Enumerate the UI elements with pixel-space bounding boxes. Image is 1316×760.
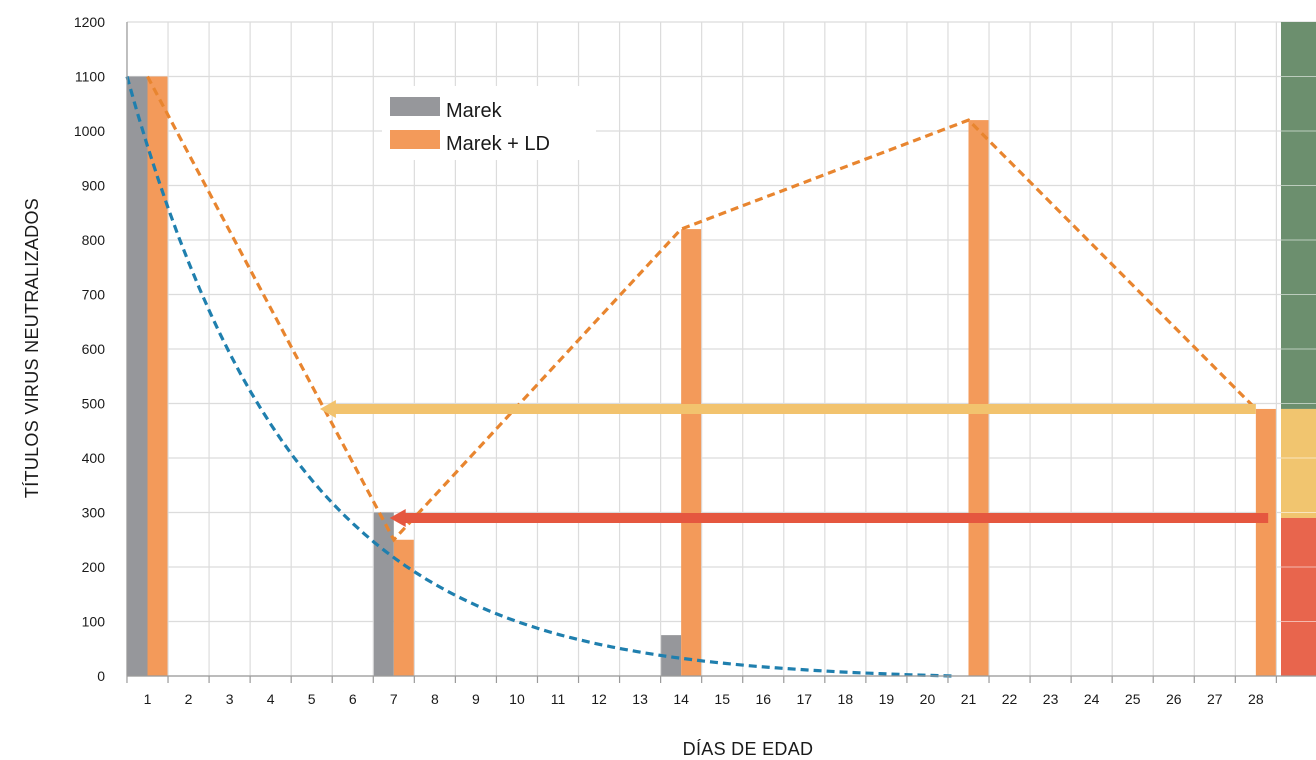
y-tick-label-600: 600 — [82, 341, 106, 357]
y-tick-label-300: 300 — [82, 505, 106, 521]
grid — [126, 21, 1316, 677]
y-tick-label-500: 500 — [82, 396, 106, 412]
x-tick-label-27: 27 — [1207, 691, 1223, 707]
x-tick-label-16: 16 — [755, 691, 771, 707]
bar-series-1-day-7 — [393, 539, 414, 676]
legend-label-marek-ld: Marek + LD — [446, 133, 550, 155]
y-tick-label-400: 400 — [82, 450, 106, 466]
y-tick-label-200: 200 — [82, 559, 106, 575]
x-tick-label-20: 20 — [920, 691, 936, 707]
x-tick-label-8: 8 — [431, 691, 439, 707]
x-tick-label-25: 25 — [1125, 691, 1141, 707]
bar-series-0-day-1 — [127, 76, 148, 676]
trend-line-0 — [125, 76, 953, 678]
arrow-head-0 — [319, 399, 336, 418]
x-tick-label-28: 28 — [1248, 691, 1264, 707]
x-tick-label-2: 2 — [185, 691, 193, 707]
legend-swatch-marek — [390, 97, 440, 116]
x-tick-label-15: 15 — [714, 691, 730, 707]
legend-label-marek: Marek — [446, 100, 503, 122]
trend-line-1 — [146, 75, 1257, 543]
bar-series-1-day-14 — [681, 229, 702, 676]
x-tick-label-5: 5 — [308, 691, 316, 707]
x-tick-label-26: 26 — [1166, 691, 1182, 707]
trend-lines — [125, 75, 1257, 678]
x-tick-label-14: 14 — [673, 691, 689, 707]
y-tick-label-1100: 1100 — [75, 69, 105, 85]
x-tick-label-12: 12 — [591, 691, 607, 707]
x-tick-label-7: 7 — [390, 691, 398, 707]
x-tick-label-9: 9 — [472, 691, 480, 707]
bar-series-0-day-14 — [661, 635, 682, 676]
y-tick-label-0: 0 — [97, 668, 105, 684]
x-tick-label-18: 18 — [838, 691, 854, 707]
legend: Marek Marek + LD — [382, 86, 596, 160]
zone-band-1 — [1281, 408, 1316, 518]
x-tick-label-23: 23 — [1043, 691, 1059, 707]
bar-series-1-day-1 — [147, 76, 168, 676]
y-tick-label-900: 900 — [82, 178, 106, 194]
y-tick-label-1200: 1200 — [74, 14, 105, 30]
x-tick-label-17: 17 — [797, 691, 813, 707]
arrow-head-1 — [389, 508, 406, 527]
x-tick-label-11: 11 — [551, 691, 566, 707]
y-tick-label-800: 800 — [82, 232, 106, 248]
y-tick-label-1000: 1000 — [74, 123, 105, 139]
y-tick-label-700: 700 — [82, 287, 106, 303]
zone-band-0 — [1281, 22, 1316, 409]
bars — [127, 76, 1276, 677]
y-tick-label-100: 100 — [82, 614, 106, 630]
x-tick-label-21: 21 — [961, 691, 977, 707]
zone-band-2 — [1281, 517, 1316, 676]
zone-bands — [1281, 22, 1316, 676]
y-axis-title: TÍTULOS VIRUS NEUTRALIZADOS — [22, 198, 42, 498]
bar-series-1-day-21 — [968, 120, 989, 677]
x-tick-labels: 1 2 3 4 5 6 7 8 9 10 11 12 13 14 15 16 17 18 19 20 21 22 23 24 2… — [144, 691, 1264, 707]
axes — [126, 22, 1316, 683]
x-tick-label-1: 1 — [144, 691, 152, 707]
y-tick-labels: 0 100 200 300 400 500 600 700 800 900 1000 1100 1200 — [74, 14, 105, 684]
x-tick-label-4: 4 — [267, 691, 275, 707]
x-tick-label-22: 22 — [1002, 691, 1018, 707]
x-tick-label-13: 13 — [632, 691, 648, 707]
x-tick-label-3: 3 — [226, 691, 234, 707]
legend-swatch-marek-ld — [390, 130, 440, 149]
arrows — [319, 399, 1269, 527]
x-tick-label-6: 6 — [349, 691, 357, 707]
x-tick-label-19: 19 — [879, 691, 895, 707]
x-tick-label-24: 24 — [1084, 691, 1100, 707]
bar-series-1-day-28 — [1255, 408, 1276, 676]
x-axis-title: DÍAS DE EDAD — [683, 739, 814, 759]
x-tick-label-10: 10 — [509, 691, 525, 707]
